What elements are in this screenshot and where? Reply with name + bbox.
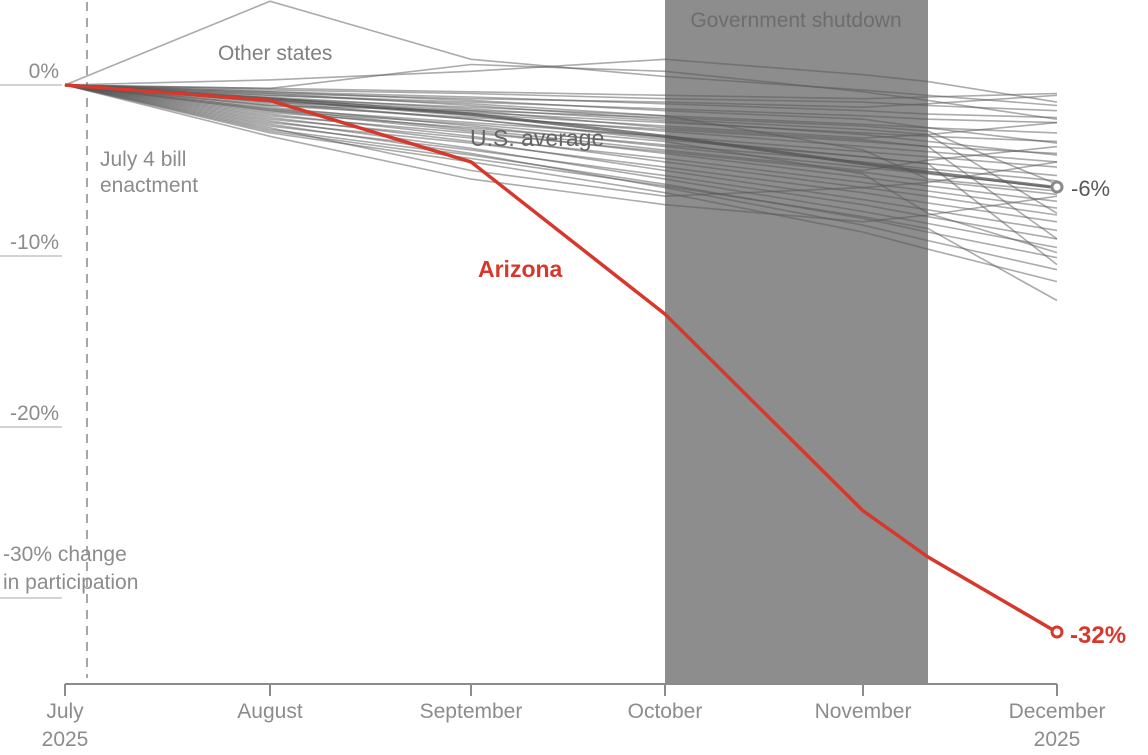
other-state-line xyxy=(64,58,1058,103)
other-states-label: Other states xyxy=(218,42,332,65)
x-tick-sublabel: 2025 xyxy=(42,728,89,751)
other-state-line xyxy=(64,0,1058,107)
other-state-line xyxy=(64,84,1058,259)
other-state-line xyxy=(64,84,1058,232)
x-tick-label: November xyxy=(815,700,912,723)
us-average-label: U.S. average xyxy=(470,125,604,151)
x-tick-label: July xyxy=(46,700,84,723)
x-axis: July 2025 August September October November De… xyxy=(42,683,1106,751)
other-state-line xyxy=(64,84,1058,112)
y-axis-ticks xyxy=(0,84,62,599)
other-states-lines xyxy=(64,0,1058,302)
y-tick-label-10: -10% xyxy=(10,231,59,254)
x-tick-label: August xyxy=(237,700,303,723)
government-shutdown-label: Government shutdown xyxy=(690,9,901,32)
other-state-line xyxy=(64,84,1058,189)
other-state-line xyxy=(64,84,1058,302)
other-state-line xyxy=(64,84,1058,192)
us-average-end-dot xyxy=(1050,180,1064,194)
other-state-line xyxy=(64,84,1058,249)
x-tick-label: October xyxy=(628,700,703,723)
y-tick-label-20: -20% xyxy=(10,402,59,425)
other-state-line xyxy=(64,84,1058,196)
y-tick-label-30-line2: in participation xyxy=(3,571,138,594)
other-state-line xyxy=(64,84,1058,254)
arizona-end-dot xyxy=(1050,625,1064,639)
enactment-label-line2: enactment xyxy=(100,174,198,197)
other-state-line xyxy=(64,84,1058,240)
other-state-line xyxy=(64,84,1058,100)
other-state-line xyxy=(64,84,1058,119)
arizona-label: Arizona xyxy=(478,256,563,282)
arizona-end-value: -32% xyxy=(1070,622,1126,649)
other-state-line xyxy=(64,84,1058,223)
other-state-line xyxy=(64,84,1058,216)
us-average-end-value: -6% xyxy=(1071,176,1110,201)
other-state-line xyxy=(64,84,1058,182)
y-tick-label-0: 0% xyxy=(29,60,59,83)
other-state-line xyxy=(64,84,1058,198)
x-tick-sublabel: 2025 xyxy=(1034,728,1081,751)
other-state-line xyxy=(64,84,1058,223)
arizona-line xyxy=(64,83,1058,634)
other-state-line xyxy=(64,84,1058,156)
x-tick-label: December xyxy=(1009,700,1106,723)
y-tick-label-30-line1: -30% change xyxy=(3,543,127,566)
other-state-line xyxy=(64,84,1058,271)
other-state-line xyxy=(64,84,1058,172)
other-state-line xyxy=(64,84,1058,185)
other-state-line xyxy=(64,84,1058,283)
highlight-lines xyxy=(64,83,1058,634)
x-tick-label: September xyxy=(420,700,523,723)
other-state-line xyxy=(64,84,1058,209)
enactment-label-line1: July 4 bill xyxy=(100,148,186,171)
